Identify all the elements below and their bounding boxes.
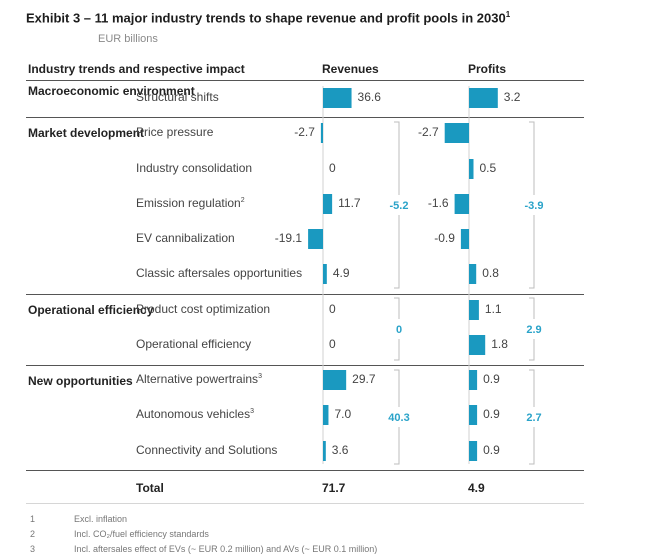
- trend-label: Operational efficiency: [136, 337, 252, 351]
- footnote-number: 2: [30, 529, 36, 539]
- group-bracket: [394, 121, 400, 289]
- footnote-number: 3: [30, 544, 36, 554]
- revenue-value-label: 36.6: [357, 90, 381, 104]
- profit-value-label: 3.2: [503, 90, 521, 104]
- group-profit-sum: 2.7: [526, 412, 541, 424]
- profit-bar: [469, 88, 498, 108]
- profit-bar: [469, 335, 486, 355]
- group-profit-sum: 2.9: [526, 324, 541, 336]
- footnote-text: Incl. aftersales effect of EVs (~ EUR 0.…: [74, 544, 378, 554]
- trend-label: Product cost optimization: [136, 302, 271, 316]
- revenue-bar: [323, 264, 327, 284]
- header-rule: [26, 80, 584, 81]
- revenue-value-label: 0: [329, 337, 336, 351]
- profit-bar: [460, 229, 469, 249]
- profit-value-label: 1.8: [491, 337, 508, 351]
- group-divider: [26, 117, 584, 118]
- group-revenue-sum: -5.2: [390, 200, 409, 212]
- revenue-bar: [323, 405, 329, 425]
- revenue-bar: [323, 194, 333, 214]
- group-bracket: [394, 369, 400, 465]
- bottom-rule: [26, 503, 584, 504]
- group-divider: [26, 294, 584, 295]
- profit-value-label: 0.9: [483, 407, 500, 421]
- profit-value-label: -2.7: [418, 125, 439, 139]
- group-bracket: [529, 297, 535, 361]
- profit-value-label: 0.9: [483, 443, 500, 457]
- profit-value-label: -0.9: [434, 231, 455, 245]
- revenue-value-label: 11.7: [338, 196, 361, 210]
- category-macroeconomic: Macroeconomic environment: [28, 84, 195, 98]
- footnote-mark: 3: [258, 373, 262, 380]
- trend-label: Autonomous vehicles3: [136, 407, 254, 421]
- trend-label: Emission regulation2: [136, 196, 245, 210]
- total-profits: 4.9: [468, 481, 485, 495]
- group-profit-sum: -3.9: [525, 200, 544, 212]
- header-trends: Industry trends and respective impact: [28, 62, 245, 76]
- trend-label: Industry consolidation: [136, 161, 253, 175]
- profit-value-label: 0.8: [482, 266, 499, 280]
- profit-bar: [454, 194, 469, 214]
- revenue-value-label: 0: [329, 161, 336, 175]
- profit-value-label: -1.6: [427, 196, 449, 210]
- profit-bar: [469, 300, 479, 320]
- group-revenue-sum: 40.3: [388, 412, 409, 424]
- trend-label: Alternative powertrains3: [136, 372, 262, 386]
- profit-value-label: 0.9: [483, 372, 500, 386]
- revenue-bar: [320, 123, 323, 143]
- footnote-text: Incl. CO₂/fuel efficiency standards: [74, 529, 209, 539]
- footnote-mark: 3: [250, 408, 254, 415]
- chart-subtitle: EUR billions: [98, 33, 158, 45]
- revenue-value-label: 4.9: [332, 266, 350, 280]
- chart-title: Exhibit 3 – 11 major industry trends to …: [26, 10, 511, 26]
- footnote-text: Excl. inflation: [74, 514, 128, 524]
- profit-bar: [469, 370, 478, 390]
- revenue-value-label: -19.1: [274, 231, 303, 245]
- total-rule: [26, 470, 584, 471]
- trend-label: Connectivity and Solutions: [136, 443, 278, 457]
- profit-bar: [469, 405, 478, 425]
- revenue-value-label: -2.7: [294, 125, 315, 139]
- profit-bar: [469, 441, 478, 461]
- revenue-value-label: 7.0: [334, 407, 352, 421]
- footnote-mark: 2: [240, 197, 245, 204]
- group-revenue-sum: 0: [396, 324, 402, 336]
- profit-bar: [469, 159, 474, 179]
- revenue-value-label: 3.6: [331, 443, 349, 457]
- header-profits: Profits: [468, 62, 507, 76]
- revenue-value-label: 0: [329, 302, 336, 316]
- profit-value-label: 0.5: [479, 161, 497, 175]
- footnote-number: 1: [30, 514, 36, 524]
- revenue-bar: [323, 370, 347, 390]
- total-revenues: 71.7: [322, 481, 346, 495]
- total-label: Total: [136, 481, 164, 495]
- category-market-development: Market development: [28, 126, 145, 140]
- category-new-opportunities: New opportunities: [28, 374, 133, 388]
- header-revenues: Revenues: [322, 62, 379, 76]
- trend-label: Classic aftersales opportunities: [136, 266, 303, 280]
- trend-label: Structural shifts: [136, 90, 219, 104]
- profit-value-label: 1.1: [484, 302, 502, 316]
- title-footnote-mark: 1: [505, 10, 511, 19]
- revenue-bar: [308, 229, 323, 249]
- group-bracket: [394, 297, 400, 361]
- revenue-bar: [323, 88, 352, 108]
- trend-label: EV cannibalization: [136, 231, 235, 245]
- revenue-bar: [323, 441, 326, 461]
- group-bracket: [529, 369, 535, 465]
- group-bracket: [529, 121, 535, 289]
- profit-bar: [469, 264, 477, 284]
- profit-bar: [444, 123, 469, 143]
- group-divider: [26, 365, 584, 366]
- category-operational-efficiency: Operational efficiency: [28, 303, 154, 317]
- revenue-value-label: 29.7: [352, 372, 376, 386]
- trend-label: Price pressure: [136, 125, 214, 139]
